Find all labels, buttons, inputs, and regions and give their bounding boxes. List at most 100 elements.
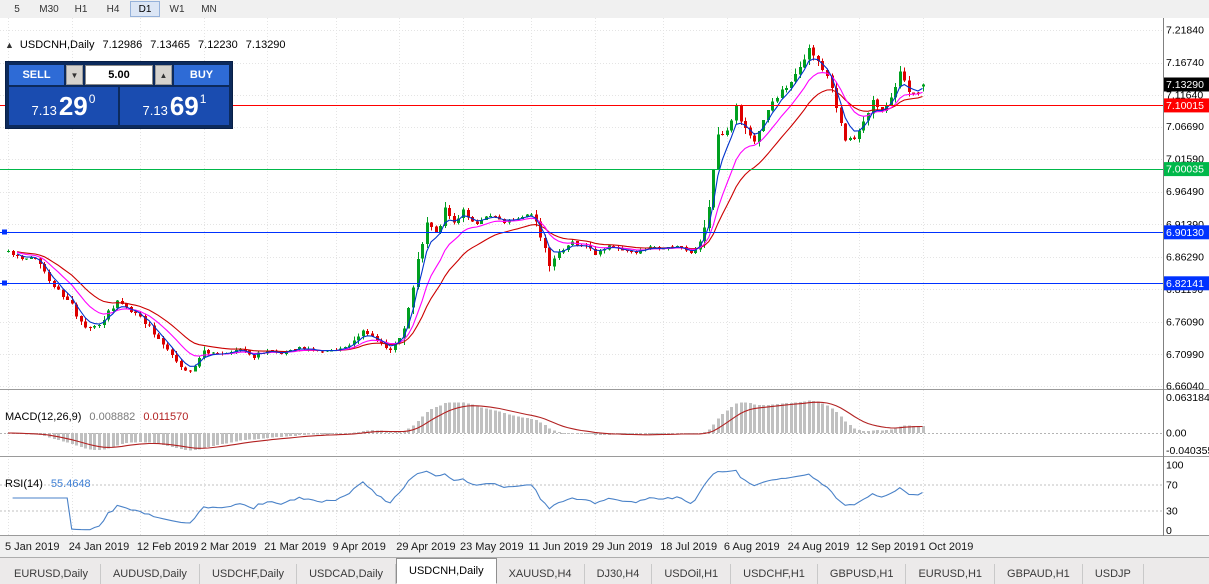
svg-text:7.21840: 7.21840 xyxy=(1166,25,1204,37)
svg-text:6.90130: 6.90130 xyxy=(1166,227,1204,239)
chart-tab-gbpusd-h1[interactable]: GBPUSD,H1 xyxy=(818,564,907,584)
svg-text:0: 0 xyxy=(1166,525,1172,537)
chart-tab-usdcad-daily[interactable]: USDCAD,Daily xyxy=(297,564,397,584)
svg-text:2 Mar 2019: 2 Mar 2019 xyxy=(201,541,257,553)
rsi-pane-header: RSI(14) 55.4648 xyxy=(5,478,91,490)
sell-price-big-digits: 29 xyxy=(58,91,88,121)
svg-text:29 Jun 2019: 29 Jun 2019 xyxy=(592,541,653,553)
macd-pane-header: MACD(12,26,9) 0.008882 0.011570 xyxy=(5,411,188,423)
ma-fast-line[interactable] xyxy=(16,58,923,367)
chart-tab-dj30-h4[interactable]: DJ30,H4 xyxy=(585,564,653,584)
price-badge-7.13290: 7.13290 xyxy=(1164,77,1209,92)
buy-price-pipette: 1 xyxy=(199,92,207,106)
svg-text:7.13290: 7.13290 xyxy=(1166,79,1204,91)
price-badge-6.90130: 6.90130 xyxy=(1164,225,1209,240)
period-button-5[interactable]: 5 xyxy=(14,3,20,15)
svg-text:0.00: 0.00 xyxy=(1166,428,1187,440)
rsi-line[interactable] xyxy=(12,469,923,531)
svg-text:6 Aug 2019: 6 Aug 2019 xyxy=(724,541,780,553)
buy-price-display[interactable]: 7.13 69 1 xyxy=(120,87,229,125)
period-button-w1[interactable]: W1 xyxy=(169,3,185,15)
one-click-trading-panel: SELL ▼ 5.00 ▲ BUY 7.13 29 0 7.13 69 1 xyxy=(5,61,233,129)
price-badge-6.82141: 6.82141 xyxy=(1164,276,1209,291)
svg-text:21 Mar 2019: 21 Mar 2019 xyxy=(264,541,326,553)
one-click-panel-toggle-icon[interactable]: ▲ xyxy=(5,40,14,50)
chart-symbol-title: USDCNH,Daily xyxy=(19,39,95,51)
volume-decrease-icon[interactable]: ▼ xyxy=(66,65,83,85)
time-axis[interactable]: 5 Jan 2019 24 Jan 2019 12 Feb 2019 2 Mar 20… xyxy=(5,541,973,553)
rsi-value: 55.4648 xyxy=(50,478,91,490)
period-button-d1[interactable]: D1 xyxy=(130,1,160,17)
svg-text:100: 100 xyxy=(1166,460,1184,472)
period-button-mn[interactable]: MN xyxy=(201,3,217,15)
ma-mid-line[interactable] xyxy=(16,72,923,357)
volume-increase-icon[interactable]: ▲ xyxy=(155,65,172,85)
svg-text:7.16740: 7.16740 xyxy=(1166,57,1204,69)
horizontal-line-6.90130[interactable] xyxy=(0,229,1163,235)
buy-button[interactable]: BUY xyxy=(174,65,229,85)
price-badge-7.10015: 7.10015 xyxy=(1164,98,1209,113)
chart-area[interactable]: 5 Jan 2019 24 Jan 2019 12 Feb 2019 2 Mar 20… xyxy=(0,18,1209,558)
svg-text:30: 30 xyxy=(1166,506,1178,518)
svg-text:11 Jun 2019: 11 Jun 2019 xyxy=(528,541,588,553)
buy-price-big-digits: 69 xyxy=(169,91,199,121)
price-badge-7.00035: 7.00035 xyxy=(1164,162,1209,177)
svg-text:12 Feb 2019: 12 Feb 2019 xyxy=(137,541,199,553)
svg-text:0.063184: 0.063184 xyxy=(1166,392,1209,404)
horizontal-line-6.82141[interactable] xyxy=(0,280,1163,286)
macd-indicator-label: MACD(12,26,9) xyxy=(5,411,82,423)
chart-tab-audusd-daily[interactable]: AUDUSD,Daily xyxy=(101,564,200,584)
sell-button[interactable]: SELL xyxy=(9,65,64,85)
macd-signal-value: 0.011570 xyxy=(143,411,189,423)
svg-text:7.00035: 7.00035 xyxy=(1166,164,1204,176)
chart-tab-usdchf-daily[interactable]: USDCHF,Daily xyxy=(200,564,298,584)
period-button-h1[interactable]: H1 xyxy=(74,3,88,15)
chart-tab-eurusd-h1[interactable]: EURUSD,H1 xyxy=(906,564,996,584)
svg-text:6.86290: 6.86290 xyxy=(1166,251,1204,263)
ohlc-open: 7.12986 xyxy=(102,39,143,51)
chart-tabs-bar: EURUSD,Daily AUDUSD,Daily USDCHF,Daily USDC… xyxy=(0,557,1209,584)
ohlc-low: 7.12230 xyxy=(198,39,238,51)
sell-price-pipette: 0 xyxy=(88,92,96,106)
ma-slow-line[interactable] xyxy=(17,89,923,353)
period-button-m30[interactable]: M30 xyxy=(39,3,59,15)
svg-text:6.66040: 6.66040 xyxy=(1166,381,1204,393)
sell-price-prefix: 7.13 xyxy=(31,103,57,118)
svg-text:6.76090: 6.76090 xyxy=(1166,316,1204,328)
sell-price-display[interactable]: 7.13 29 0 xyxy=(9,87,118,125)
svg-text:6.70990: 6.70990 xyxy=(1166,349,1204,361)
volume-input[interactable]: 5.00 xyxy=(85,65,153,85)
svg-text:12 Sep 2019: 12 Sep 2019 xyxy=(856,541,918,553)
svg-text:24 Aug 2019: 24 Aug 2019 xyxy=(788,541,850,553)
chart-tab-eurusd-daily[interactable]: EURUSD,Daily xyxy=(2,564,101,584)
period-toolbar: 5 M30 H1 H4 D1 W1 MN xyxy=(0,0,1209,19)
svg-text:1 Oct 2019: 1 Oct 2019 xyxy=(920,541,974,553)
svg-text:24 Jan 2019: 24 Jan 2019 xyxy=(69,541,130,553)
svg-text:6.82141: 6.82141 xyxy=(1166,278,1204,290)
svg-text:9 Apr 2019: 9 Apr 2019 xyxy=(333,541,386,553)
chart-tab-usdcnh-daily[interactable]: USDCNH,Daily xyxy=(396,558,497,584)
chart-tab-usdjp[interactable]: USDJP xyxy=(1083,564,1144,584)
grid-lines xyxy=(0,18,1163,535)
svg-text:6.96490: 6.96490 xyxy=(1166,186,1204,198)
chart-tab-usdchf-h1[interactable]: USDCHF,H1 xyxy=(731,564,818,584)
chart-tab-gbpaud-h1[interactable]: GBPAUD,H1 xyxy=(995,564,1083,584)
svg-text:7.06690: 7.06690 xyxy=(1166,121,1204,133)
svg-text:70: 70 xyxy=(1166,479,1178,491)
svg-text:5 Jan 2019: 5 Jan 2019 xyxy=(5,541,59,553)
ohlc-close: 7.13290 xyxy=(245,39,286,51)
buy-price-prefix: 7.13 xyxy=(142,103,168,118)
svg-text:23 May 2019: 23 May 2019 xyxy=(460,541,524,553)
macd-signal-line[interactable] xyxy=(7,401,923,449)
macd-main-value: 0.008882 xyxy=(89,411,136,423)
chart-tab-usdoil-h1[interactable]: USDOil,H1 xyxy=(652,564,732,584)
chart-tab-xauusd-h4[interactable]: XAUUSD,H4 xyxy=(497,564,585,584)
svg-text:18 Jul 2019: 18 Jul 2019 xyxy=(660,541,717,553)
svg-text:29 Apr 2019: 29 Apr 2019 xyxy=(396,541,455,553)
rsi-indicator-label: RSI(14) xyxy=(5,478,43,490)
chart-title-line: ▲ USDCNH,Daily 7.12986 7.13465 7.12230 7… xyxy=(5,39,286,51)
svg-text:-0.040355: -0.040355 xyxy=(1166,445,1209,457)
period-button-h4[interactable]: H4 xyxy=(106,3,120,15)
ohlc-high: 7.13465 xyxy=(150,39,191,51)
